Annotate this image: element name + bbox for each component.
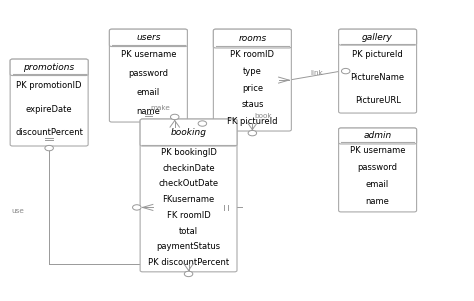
Text: PK pictureId: PK pictureId xyxy=(352,51,403,59)
Text: email: email xyxy=(366,180,389,189)
Text: password: password xyxy=(357,163,398,172)
Circle shape xyxy=(248,130,256,136)
Circle shape xyxy=(171,114,179,119)
Circle shape xyxy=(45,145,54,151)
Text: PK roomID: PK roomID xyxy=(230,50,274,59)
Text: PK username: PK username xyxy=(121,50,176,59)
Circle shape xyxy=(184,271,193,277)
Text: FKusername: FKusername xyxy=(163,195,215,204)
Text: PictureName: PictureName xyxy=(351,73,405,82)
FancyBboxPatch shape xyxy=(109,29,187,47)
Text: make: make xyxy=(151,105,171,111)
Text: type: type xyxy=(243,67,262,76)
Text: name: name xyxy=(137,107,160,116)
FancyBboxPatch shape xyxy=(10,59,88,76)
Text: booking: booking xyxy=(171,128,207,137)
Text: rooms: rooms xyxy=(238,34,266,43)
Text: FK roomID: FK roomID xyxy=(167,211,210,220)
FancyBboxPatch shape xyxy=(10,59,88,146)
Text: admin: admin xyxy=(364,132,392,141)
Text: PK promotionID: PK promotionID xyxy=(17,81,82,90)
Text: link: link xyxy=(310,70,323,76)
Text: email: email xyxy=(137,88,160,97)
Text: staus: staus xyxy=(241,100,264,109)
FancyBboxPatch shape xyxy=(338,128,417,212)
Circle shape xyxy=(341,68,350,74)
Text: PK bookingID: PK bookingID xyxy=(161,148,217,157)
Text: users: users xyxy=(136,33,161,42)
Text: password: password xyxy=(128,69,168,78)
Text: gallery: gallery xyxy=(362,33,393,42)
FancyBboxPatch shape xyxy=(140,119,237,146)
FancyBboxPatch shape xyxy=(213,29,292,48)
FancyBboxPatch shape xyxy=(109,29,187,122)
Text: paymentStatus: paymentStatus xyxy=(156,242,220,251)
Text: checkinDate: checkinDate xyxy=(162,164,215,172)
Circle shape xyxy=(133,205,141,210)
Text: name: name xyxy=(365,197,390,206)
Text: price: price xyxy=(242,83,263,92)
Text: expireDate: expireDate xyxy=(26,105,73,114)
Text: book: book xyxy=(255,113,273,119)
Text: PictureURL: PictureURL xyxy=(355,96,401,105)
FancyBboxPatch shape xyxy=(338,29,417,45)
Text: discountPercent: discountPercent xyxy=(15,128,83,137)
Text: FK pictureId: FK pictureId xyxy=(227,117,278,126)
Circle shape xyxy=(198,121,207,126)
FancyBboxPatch shape xyxy=(338,128,417,144)
Text: use: use xyxy=(11,208,24,214)
FancyBboxPatch shape xyxy=(213,29,292,131)
Text: PK discountPercent: PK discountPercent xyxy=(148,258,229,267)
Text: promotions: promotions xyxy=(24,63,75,72)
Text: PK username: PK username xyxy=(350,147,405,155)
Text: checkOutDate: checkOutDate xyxy=(158,179,219,188)
Text: total: total xyxy=(179,227,198,235)
FancyBboxPatch shape xyxy=(338,29,417,113)
FancyBboxPatch shape xyxy=(140,119,237,272)
